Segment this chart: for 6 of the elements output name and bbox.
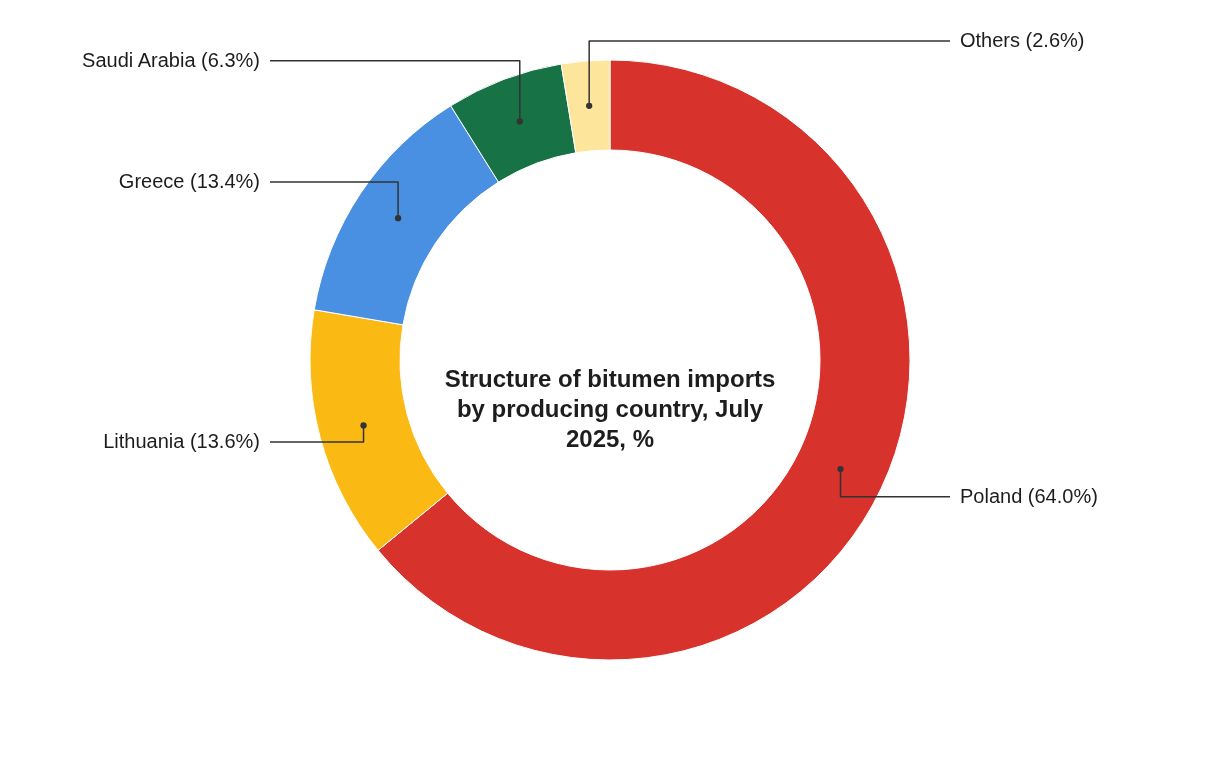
- slice-label: Greece (13.4%): [118, 170, 260, 193]
- slice-label: Lithuania (13.6%): [103, 430, 260, 453]
- slice-label: Others (2.6%): [960, 29, 1085, 52]
- slice-label: Poland (64.0%): [960, 484, 1098, 507]
- text: Structure of bitumen imports by producing country, July 2025, %: [444, 365, 776, 452]
- slice-label: Saudi Arabia (6.3%): [82, 48, 260, 71]
